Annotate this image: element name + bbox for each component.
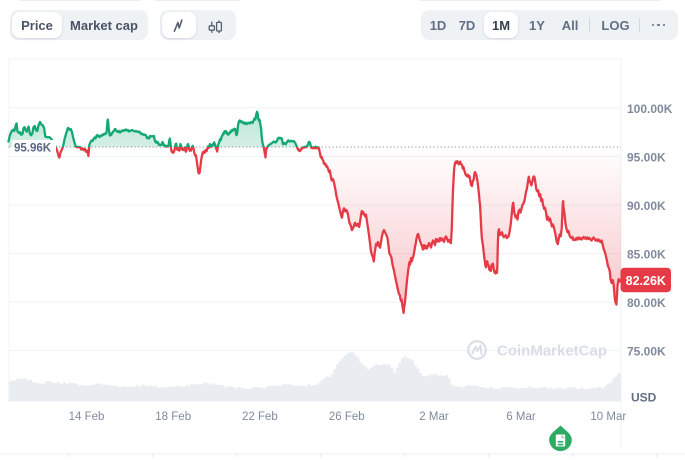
svg-text:18 Feb: 18 Feb xyxy=(155,411,191,423)
svg-text:95.96K: 95.96K xyxy=(14,143,52,155)
svg-text:26 Feb: 26 Feb xyxy=(329,411,365,423)
svg-text:85.00K: 85.00K xyxy=(627,248,666,262)
svg-text:100.00K: 100.00K xyxy=(627,102,673,116)
svg-text:10 Mar: 10 Mar xyxy=(590,411,626,423)
svg-text:80.00K: 80.00K xyxy=(627,296,666,310)
svg-text:14 Feb: 14 Feb xyxy=(69,411,105,423)
svg-text:75.00K: 75.00K xyxy=(627,345,666,359)
svg-text:6 Mar: 6 Mar xyxy=(506,411,536,423)
svg-text:90.00K: 90.00K xyxy=(627,199,666,213)
svg-text:95.00K: 95.00K xyxy=(627,150,666,164)
svg-text:22 Feb: 22 Feb xyxy=(242,411,278,423)
svg-text:CoinMarketCap: CoinMarketCap xyxy=(497,343,607,360)
svg-text:2 Mar: 2 Mar xyxy=(419,411,449,423)
svg-text:82.26K: 82.26K xyxy=(626,274,666,288)
svg-text:USD: USD xyxy=(631,391,657,405)
